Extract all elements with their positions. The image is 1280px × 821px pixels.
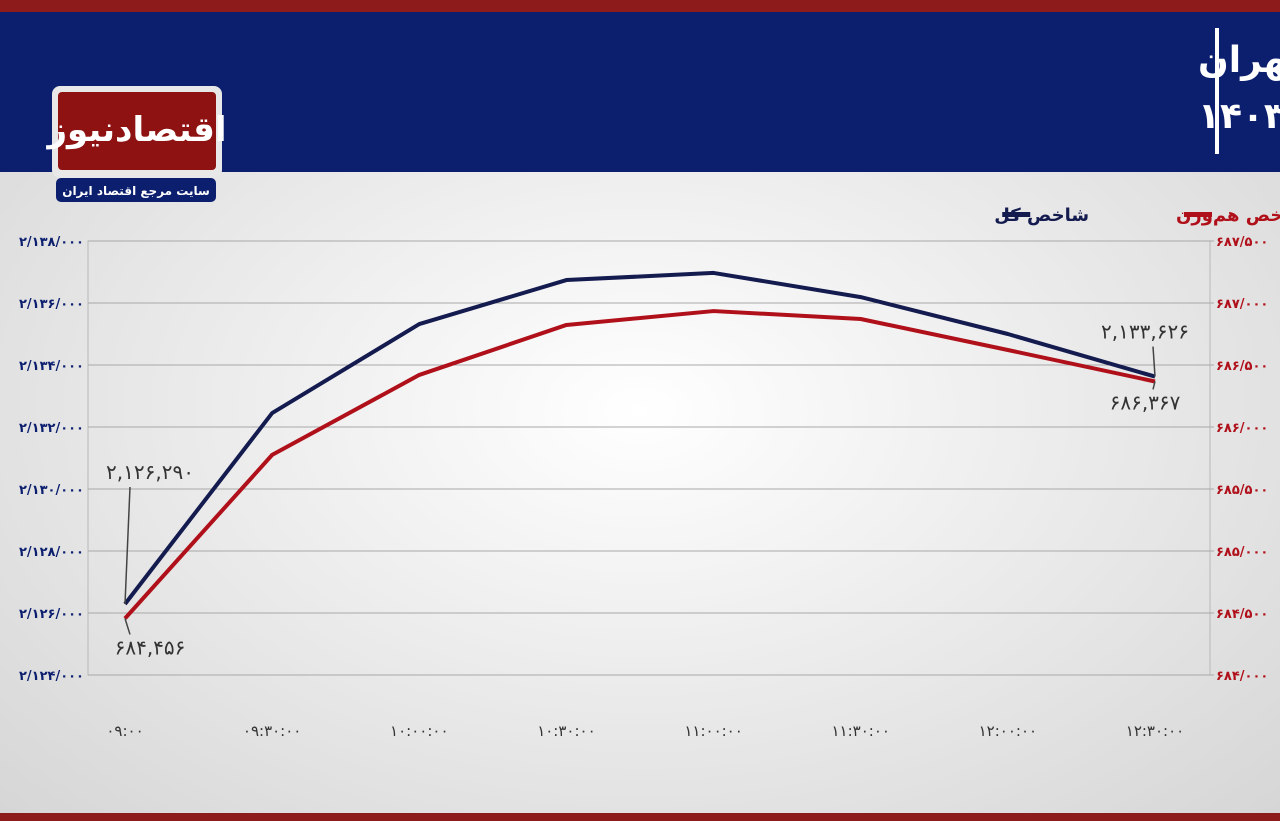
title-bar: [1215, 28, 1219, 154]
tagline-box: [56, 178, 216, 202]
label-leader: [1152, 381, 1156, 390]
bottom-strip: [0, 813, 1280, 821]
y-tick-label: ۲/۱۳۸/۰۰۰: [19, 235, 84, 250]
data-label: ۲,۱۲۶,۲۹۰: [106, 460, 194, 484]
series-line: [123, 309, 1156, 620]
data-label: ۶۸۴,۴۵۶: [115, 635, 186, 659]
x-tick-label: ۰۹:۰۰: [106, 722, 143, 740]
chart-title: روند ساعتی شاخص کل و هم‌وزن بورس تهران: [1198, 40, 1280, 81]
tagline: سایت مرجع اقتصاد ایران: [62, 184, 210, 198]
logo-text: اقتصادنیوز: [45, 110, 226, 150]
label-leader: [124, 486, 131, 605]
y2-tick-label: ۶۸۷/۵۰۰: [1216, 235, 1268, 250]
y-tick-label: ۲/۱۲۴/۰۰۰: [19, 669, 84, 684]
x-tick-label: ۱۱:۳۰:۰۰: [831, 722, 889, 740]
chart-subtitle: سه‌شنبه ۲۲ آبان ۱۴۰۳: [1198, 93, 1280, 137]
data-label: ۶۸۶,۳۶۷: [1110, 390, 1181, 414]
logo: [58, 92, 216, 170]
x-tick-label: ۱۰:۳۰:۰۰: [537, 722, 595, 740]
x-tick-label: ۱۲:۳۰:۰۰: [1126, 722, 1184, 740]
x-tick-label: ۱۱:۰۰:۰۰: [684, 722, 742, 740]
y-tick-label: ۲/۱۳۶/۰۰۰: [19, 297, 84, 312]
x-tick-label: ۱۰:۰۰:۰۰: [390, 722, 448, 740]
legend-label: شاخص هم‌وزن: [1176, 205, 1280, 226]
legend-label: شاخص کل: [994, 205, 1089, 226]
y2-tick-label: ۶۸۵/۵۰۰: [1216, 483, 1268, 498]
x-tick-label: ۱۲:۰۰:۰۰: [979, 722, 1037, 740]
y-tick-label: ۲/۱۳۴/۰۰۰: [19, 359, 84, 374]
top-strip: [0, 0, 1280, 12]
legend-swatch: [1002, 212, 1031, 217]
y-tick-label: ۲/۱۲۸/۰۰۰: [19, 545, 84, 560]
y-tick-label: ۲/۱۳۲/۰۰۰: [19, 421, 84, 436]
label-leader: [124, 618, 131, 635]
y-tick-label: ۲/۱۳۰/۰۰۰: [19, 483, 84, 498]
y2-tick-label: ۶۸۶/۰۰۰: [1216, 421, 1268, 436]
legend-swatch: [1184, 212, 1212, 217]
data-label: ۲,۱۳۳,۶۲۶: [1101, 320, 1189, 344]
y2-tick-label: ۶۸۴/۵۰۰: [1216, 607, 1268, 622]
y2-tick-label: ۶۸۵/۰۰۰: [1216, 545, 1268, 560]
y-tick-label: ۲/۱۲۶/۰۰۰: [19, 607, 84, 622]
y2-tick-label: ۶۸۶/۵۰۰: [1216, 359, 1268, 374]
y2-tick-label: ۶۸۷/۰۰۰: [1216, 297, 1268, 312]
x-tick-label: ۰۹:۳۰:۰۰: [243, 722, 301, 740]
series-line: [123, 270, 1156, 606]
y2-tick-label: ۶۸۴/۰۰۰: [1216, 669, 1268, 684]
label-leader: [1152, 346, 1156, 377]
